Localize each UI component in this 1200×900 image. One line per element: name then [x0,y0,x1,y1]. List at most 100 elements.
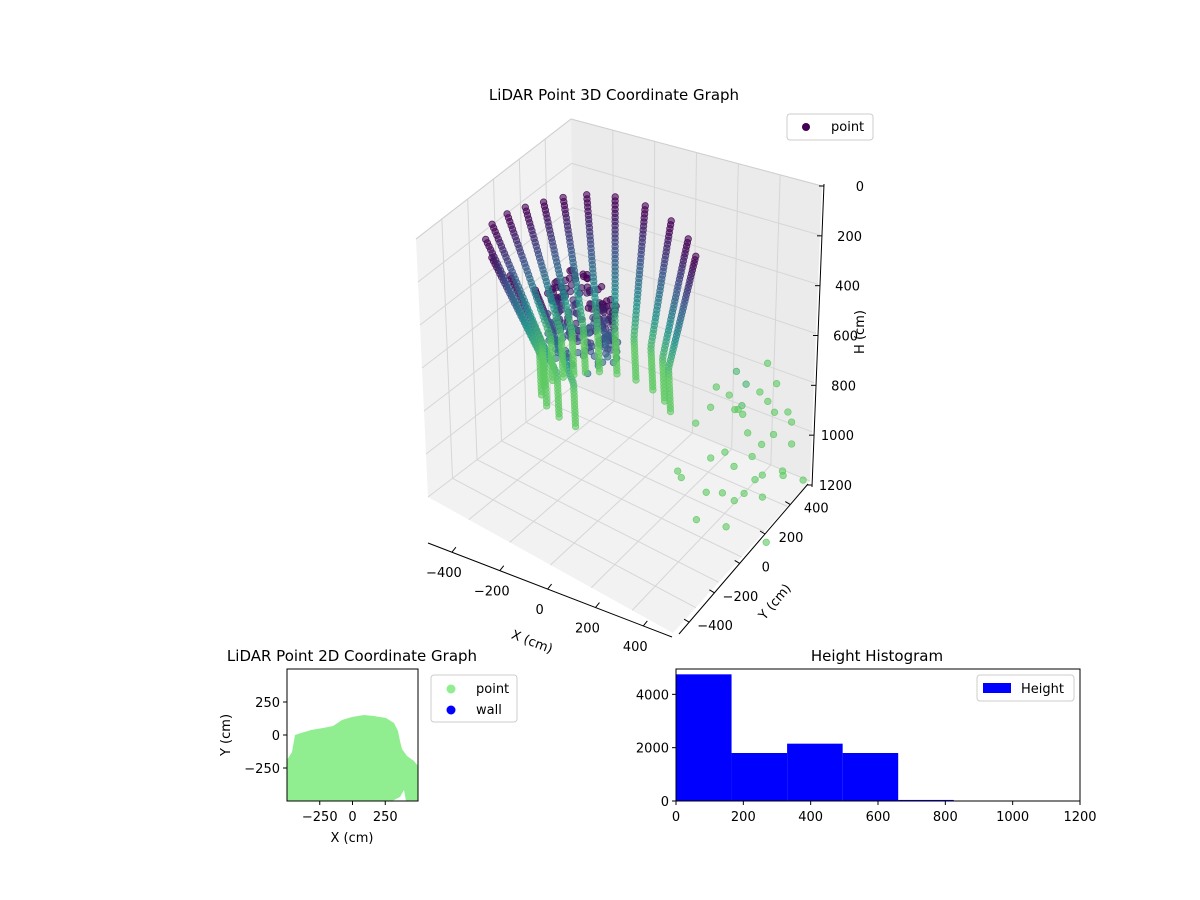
z-tick-label-3d: 1200 [819,479,852,494]
point-cloud-2d [287,715,418,801]
point-3d [739,410,747,418]
x-tick-label-hist: 1000 [996,810,1029,825]
point-3d [707,454,715,462]
point-3d [730,462,738,471]
y-tick-label-3d: −400 [697,619,733,634]
pane-edge-left [415,118,572,240]
point-3d [632,376,640,384]
legend-3d-label: point [831,120,864,135]
point-3d [706,403,715,411]
point-3d [702,488,710,496]
x-axis-line [427,542,673,638]
point-3d [543,402,551,410]
point-3d [692,252,700,260]
y-tick-3d [759,530,766,535]
point-3d [540,382,548,390]
y-tick-label-3d: 400 [804,502,829,517]
point-3d [718,489,727,497]
point-3d [571,422,580,431]
point-3d [764,397,772,406]
z-tick-label-3d: 800 [831,379,856,394]
point-3d [555,413,563,421]
chart-2d: LiDAR Point 2D Coordinate Graph −250 0 250… [219,647,518,846]
point-3d [784,408,792,416]
x-tick-label-hist: 800 [933,810,958,825]
legend-2d-point-marker [446,684,456,694]
x-axis-label-2d: X (cm) [331,831,374,846]
histogram-ticks: 0 200 400 600 800 1000 1200 0 2000 4000 [636,688,1097,825]
legend-3d-marker [802,123,810,131]
y-tick-label-hist: 2000 [636,742,669,757]
z-tick-label-3d: 600 [833,330,858,345]
y-axis-label-2d: Y (cm) [219,714,234,757]
chart-3d: LiDAR Point 3D Coordinate Graph −400 −200… [415,86,874,657]
legend-3d: point [786,113,874,141]
legend-2d-wall-label: wall [476,703,502,718]
point-3d [677,473,685,482]
y-tick-3d [734,559,740,564]
point-3d [692,419,700,427]
legend-histogram: Height [976,674,1075,702]
y-tick-3d [785,501,791,506]
legend-2d-point-label: point [476,682,509,697]
x-tick-3d [499,565,505,571]
y-tick-label-3d: 200 [779,531,804,546]
z-tick-label-3d: 200 [837,230,862,245]
point-3d [732,367,741,376]
legend-2d: point wall [430,674,518,723]
point-3d [721,448,729,456]
point-3d [692,516,701,524]
point-3d [742,380,750,388]
point-3d [748,452,756,461]
histogram-bar [676,674,732,801]
point-3d [758,493,767,501]
x-tick-3d [451,546,457,553]
point-3d [758,471,766,479]
y-axis-label-3d: Y (cm) [755,581,794,624]
point-3d [725,391,733,399]
x-tick-3d [642,620,648,627]
histogram-bar [898,799,954,801]
grid-line-z [419,207,819,326]
point-3d [559,373,567,381]
z-tick-label-3d: 1000 [821,429,854,444]
point-3d [667,217,675,225]
x-tick-3d [595,602,600,608]
x-tick-label-2d: 250 [373,810,398,825]
point-3d [744,429,752,437]
point-3d [762,538,770,546]
point-3d [583,271,591,279]
point-3d [769,430,778,439]
histogram-bars [676,674,1065,801]
y-tick-label-3d: 0 [762,560,770,575]
point-3d [757,440,766,449]
point-3d [613,370,621,378]
point-3d [649,386,657,394]
y-tick-3d [709,589,715,594]
point-3d [604,353,612,361]
point-3d [641,202,649,210]
point-3d [799,476,807,484]
point-3d [740,489,748,498]
y-tick-label-2d: −250 [244,762,280,777]
chart-2d-title: LiDAR Point 2D Coordinate Graph [227,647,477,665]
x-tick-label-2d: −250 [302,810,338,825]
histogram-bar [787,743,843,801]
legend-3d-box [786,113,874,141]
pane-floor [428,385,810,633]
y-tick-label-2d: 0 [272,729,280,744]
point-3d [583,191,591,199]
z-axis-label-3d: H (cm) [853,310,868,354]
z-tick-label-3d: 0 [856,180,864,195]
chart-3d-title: LiDAR Point 3D Coordinate Graph [489,86,739,104]
grid-line-z [417,162,821,283]
point-3d [602,319,610,327]
pane-edge-back [570,118,823,187]
point-3d [588,342,596,350]
y-tick-label-hist: 4000 [636,688,669,703]
point-3d [763,359,772,367]
grid-line-z [423,295,815,412]
histogram-bar [731,753,788,801]
point-3d [751,476,759,484]
point-3d [787,440,796,448]
